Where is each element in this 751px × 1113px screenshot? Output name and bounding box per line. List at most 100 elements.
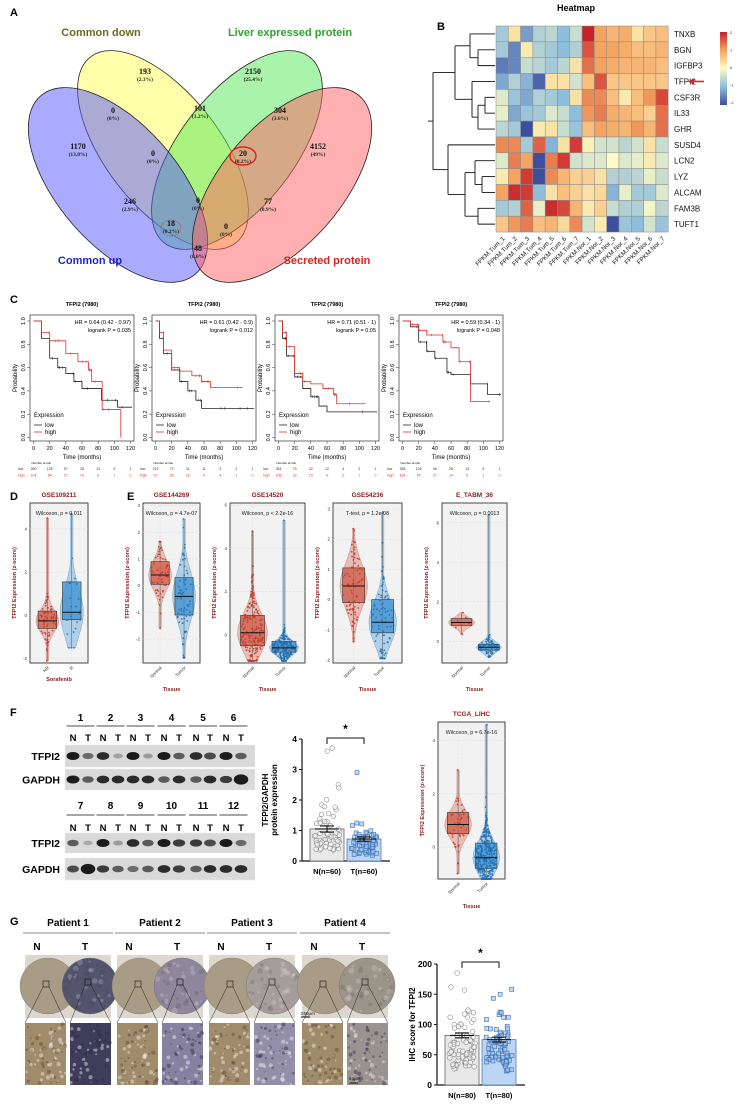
cell-texture xyxy=(63,1071,67,1075)
cell-texture xyxy=(146,1062,151,1067)
data-point xyxy=(189,603,191,605)
data-point xyxy=(380,650,382,653)
cell-texture xyxy=(187,1037,191,1041)
cell-texture xyxy=(282,1072,285,1075)
error-bar xyxy=(352,836,376,842)
data-point xyxy=(182,610,185,613)
heatmap-cell xyxy=(532,25,546,43)
cell-texture xyxy=(350,1027,353,1031)
cell-texture xyxy=(347,1046,350,1049)
tissue-texture xyxy=(190,965,195,971)
data-point xyxy=(160,572,163,574)
cell-texture xyxy=(340,1072,344,1077)
protein-band xyxy=(203,865,217,873)
data-point-circle xyxy=(327,845,333,851)
data-point xyxy=(252,573,255,576)
stat-test-text: Wilcoxon, p = 0.011 xyxy=(36,511,82,517)
data-point xyxy=(260,624,263,627)
cell-texture xyxy=(96,1039,102,1044)
cell-texture xyxy=(332,1025,336,1029)
tissue-texture xyxy=(166,981,171,986)
y-tick-label: 2 xyxy=(436,599,439,604)
zoom-region-box xyxy=(226,980,234,988)
heatmap-cell xyxy=(532,89,546,106)
tissue-texture xyxy=(381,996,388,1002)
tissue-texture xyxy=(74,973,77,976)
x-axis-label: Tissue xyxy=(163,687,181,693)
heatmap-cell xyxy=(618,57,632,74)
cell-texture xyxy=(143,1053,145,1056)
data-point xyxy=(247,659,249,661)
heatmap-cell xyxy=(581,89,595,106)
risk-table-title: Number at risk xyxy=(401,461,421,465)
data-point xyxy=(352,582,355,585)
lane-label: T xyxy=(82,942,88,953)
data-point xyxy=(375,616,378,619)
cell-texture xyxy=(199,1066,204,1071)
cell-texture xyxy=(96,1043,100,1048)
cell-texture xyxy=(171,1062,175,1065)
y-tick-label: 3 xyxy=(292,765,297,775)
cell-texture xyxy=(372,1055,375,1058)
data-point xyxy=(481,874,484,877)
cell-texture xyxy=(57,1026,62,1030)
data-point xyxy=(462,834,465,837)
heatmap-cell xyxy=(618,73,632,90)
data-point xyxy=(282,659,285,662)
x-tick-label: Tumor xyxy=(476,881,489,894)
data-point xyxy=(251,587,253,590)
data-point xyxy=(271,643,274,646)
heatmap-cell xyxy=(655,73,669,90)
x-tick-label: NR xyxy=(42,665,51,674)
y-tick-label: 0.0 xyxy=(266,434,272,442)
data-point xyxy=(158,548,161,551)
legend-title: Expression xyxy=(403,413,433,419)
cell-texture xyxy=(353,1034,357,1038)
heatmap-cell xyxy=(618,41,632,58)
data-point-circle xyxy=(321,803,328,810)
data-point xyxy=(245,649,248,652)
data-point xyxy=(486,851,489,854)
data-point xyxy=(382,575,385,578)
heatmap-cell xyxy=(544,168,558,185)
y-axis-label: TFPI2 Expression (z-score) xyxy=(125,547,131,619)
data-point xyxy=(485,723,488,726)
data-point xyxy=(189,614,191,617)
tissue-texture xyxy=(261,983,268,990)
data-point xyxy=(482,854,485,857)
data-point xyxy=(484,874,487,877)
tissue-texture xyxy=(385,976,391,983)
data-point xyxy=(483,849,486,851)
data-point-circle xyxy=(332,804,338,810)
legend-label: high xyxy=(45,430,56,436)
data-point-circle xyxy=(325,831,331,838)
km-title: TFPI2 (7980) xyxy=(435,302,468,308)
data-point xyxy=(189,583,192,586)
cell-texture xyxy=(369,1062,375,1068)
cell-texture xyxy=(339,1070,342,1073)
data-point xyxy=(468,622,471,625)
tissue-texture xyxy=(199,999,202,1003)
km-curve-high xyxy=(278,320,366,405)
data-point xyxy=(380,619,383,621)
km-curve-low xyxy=(402,320,502,395)
heatmap-cell xyxy=(557,136,571,154)
data-point xyxy=(485,864,488,867)
protein-band xyxy=(126,839,140,847)
tissue-texture xyxy=(269,977,273,981)
data-point xyxy=(249,595,252,598)
data-point xyxy=(252,586,255,589)
data-point xyxy=(451,622,453,625)
x-tick-label: 20 xyxy=(416,446,422,452)
data-point xyxy=(342,576,344,578)
data-point xyxy=(457,799,460,802)
normal-closeup-image xyxy=(25,1023,66,1085)
cell-texture xyxy=(221,1060,225,1065)
data-point xyxy=(179,579,182,582)
data-point xyxy=(479,838,482,840)
data-point xyxy=(251,584,254,587)
heatmap-cell xyxy=(544,105,558,122)
risk-value: 72 xyxy=(170,467,174,471)
tissue-texture xyxy=(162,979,166,983)
cell-texture xyxy=(352,1039,357,1044)
